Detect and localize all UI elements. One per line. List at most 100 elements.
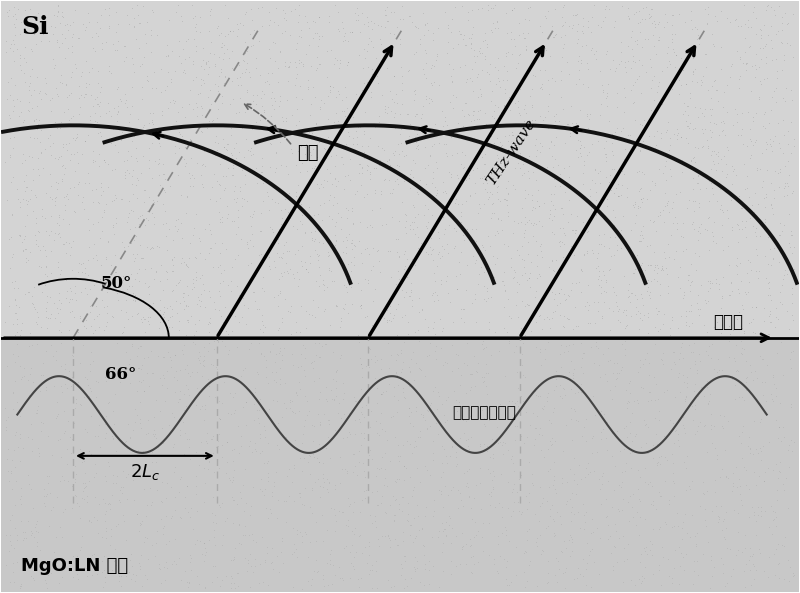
Point bbox=[467, 115, 480, 125]
Point bbox=[658, 431, 670, 441]
Point bbox=[17, 245, 30, 254]
Point bbox=[583, 300, 596, 310]
Point bbox=[17, 117, 30, 127]
Point bbox=[300, 529, 313, 538]
Point bbox=[741, 183, 754, 193]
Point bbox=[339, 299, 352, 309]
Point bbox=[466, 551, 479, 560]
Point bbox=[210, 432, 223, 442]
Point bbox=[572, 136, 585, 145]
Point bbox=[707, 364, 720, 374]
Point bbox=[302, 40, 315, 50]
Point bbox=[674, 53, 687, 63]
Point bbox=[390, 160, 403, 170]
Point bbox=[590, 209, 602, 219]
Point bbox=[394, 34, 406, 43]
Point bbox=[633, 186, 646, 196]
Point bbox=[378, 373, 391, 382]
Point bbox=[138, 197, 150, 207]
Point bbox=[699, 184, 712, 193]
Point bbox=[387, 515, 400, 524]
Point bbox=[178, 405, 191, 415]
Point bbox=[701, 18, 714, 28]
Point bbox=[661, 48, 674, 58]
Point bbox=[477, 377, 490, 387]
Point bbox=[614, 191, 627, 200]
Point bbox=[112, 106, 125, 116]
Point bbox=[382, 380, 395, 389]
Point bbox=[773, 182, 786, 192]
Point bbox=[673, 89, 686, 98]
Point bbox=[422, 556, 435, 566]
Point bbox=[142, 428, 154, 438]
Point bbox=[314, 59, 326, 69]
Point bbox=[649, 395, 662, 404]
Point bbox=[552, 237, 565, 247]
Point bbox=[491, 215, 504, 224]
Point bbox=[474, 49, 487, 58]
Point bbox=[207, 169, 220, 178]
Point bbox=[170, 280, 182, 289]
Point bbox=[254, 475, 267, 484]
Point bbox=[476, 533, 489, 542]
Point bbox=[10, 44, 23, 54]
Point bbox=[562, 173, 575, 182]
Point bbox=[450, 531, 462, 541]
Point bbox=[542, 556, 554, 565]
Point bbox=[53, 212, 66, 222]
Point bbox=[10, 428, 22, 437]
Point bbox=[650, 504, 662, 514]
Point bbox=[668, 546, 681, 555]
Point bbox=[586, 139, 598, 148]
Point bbox=[756, 122, 769, 131]
Point bbox=[240, 567, 253, 576]
Point bbox=[392, 350, 405, 359]
Point bbox=[52, 221, 65, 230]
Point bbox=[0, 561, 13, 570]
Point bbox=[274, 96, 286, 106]
Point bbox=[502, 446, 515, 455]
Point bbox=[679, 244, 692, 254]
Point bbox=[106, 406, 119, 416]
Point bbox=[86, 570, 98, 580]
Point bbox=[622, 14, 635, 23]
Point bbox=[374, 267, 386, 276]
Point bbox=[154, 514, 167, 524]
Point bbox=[169, 66, 182, 76]
Point bbox=[200, 59, 213, 69]
Point bbox=[456, 413, 469, 423]
Point bbox=[526, 84, 538, 93]
Point bbox=[349, 461, 362, 471]
Point bbox=[17, 566, 30, 575]
Point bbox=[769, 29, 782, 39]
Point bbox=[120, 347, 133, 357]
Point bbox=[333, 89, 346, 98]
Point bbox=[683, 88, 696, 97]
Point bbox=[277, 116, 290, 126]
Point bbox=[23, 195, 36, 204]
Point bbox=[595, 22, 608, 31]
Point bbox=[54, 232, 66, 241]
Point bbox=[7, 106, 20, 116]
Point bbox=[292, 127, 305, 136]
Point bbox=[749, 137, 762, 146]
Point bbox=[216, 171, 229, 181]
Point bbox=[465, 224, 478, 234]
Point bbox=[140, 429, 153, 439]
Point bbox=[118, 168, 131, 177]
Point bbox=[437, 467, 450, 477]
Point bbox=[316, 469, 329, 479]
Point bbox=[71, 575, 84, 584]
Point bbox=[131, 11, 144, 20]
Point bbox=[550, 132, 562, 142]
Point bbox=[66, 306, 78, 315]
Point bbox=[398, 174, 410, 184]
Point bbox=[417, 8, 430, 17]
Point bbox=[371, 246, 384, 255]
Point bbox=[516, 28, 529, 38]
Point bbox=[469, 294, 482, 304]
Point bbox=[564, 101, 577, 111]
Point bbox=[107, 124, 120, 133]
Point bbox=[762, 119, 775, 128]
Point bbox=[683, 533, 696, 542]
